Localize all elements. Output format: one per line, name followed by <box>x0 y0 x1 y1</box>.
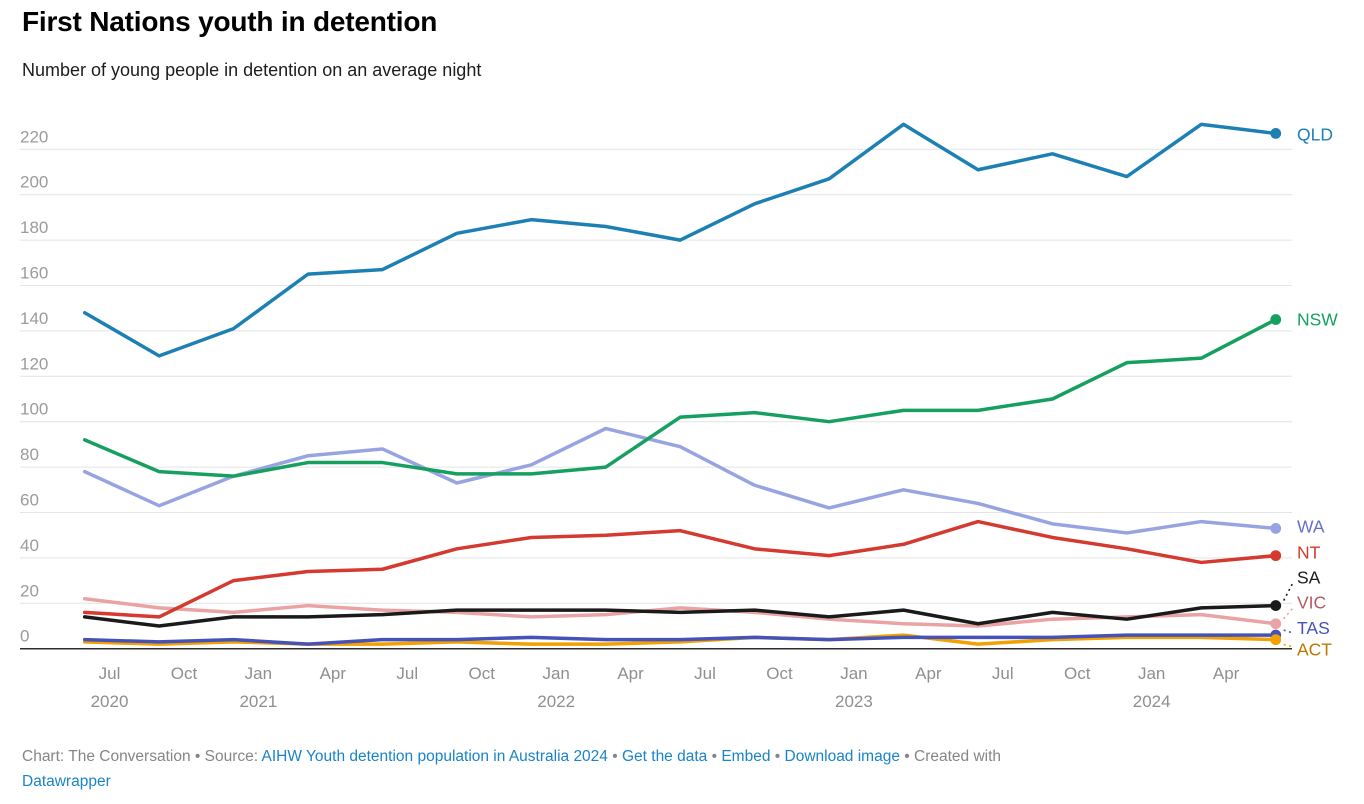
y-tick-label: 220 <box>20 127 48 146</box>
series-dot-SA <box>1270 600 1282 611</box>
x-tick-month-label: Jul <box>992 664 1014 683</box>
x-tick-month-label: Apr <box>915 664 942 683</box>
x-tick-month-label: Jan <box>542 664 569 683</box>
series-line-SA <box>82 603 1278 628</box>
series-label-VIC: VIC <box>1297 593 1326 613</box>
series-line-TAS <box>82 633 1278 646</box>
footer-text: • <box>770 748 785 765</box>
y-tick-label: 160 <box>20 264 48 283</box>
y-tick-label: 40 <box>20 536 39 555</box>
y-tick-label: 20 <box>20 581 39 600</box>
footer-text: Chart: The Conversation • Source: <box>22 748 262 765</box>
series-label-TAS: TAS <box>1297 618 1330 638</box>
footer-link-get-the-data[interactable]: Get the data <box>621 748 708 765</box>
x-tick-month-label: Apr <box>617 664 644 683</box>
series-dot-WA <box>1270 522 1282 534</box>
footer-link-download-image[interactable]: Download image <box>784 748 900 765</box>
series-dot-QLD <box>1270 128 1282 139</box>
footer-line: Chart: The Conversation • Source: AIHW Y… <box>22 744 1282 769</box>
series-line-VIC <box>82 597 1278 628</box>
x-tick-year-label: 2020 <box>91 692 129 711</box>
y-tick-label: 0 <box>20 627 29 646</box>
y-tick-label: 60 <box>20 491 39 510</box>
x-tick-month-label: Jan <box>1138 664 1165 683</box>
x-tick-month-label: Oct <box>766 664 793 683</box>
series-dot-NSW <box>1270 314 1282 325</box>
series-dot-ACT <box>1270 634 1282 646</box>
x-tick-month-label: Oct <box>171 664 198 683</box>
series-dot-NT <box>1270 550 1282 562</box>
chart-title: First Nations youth in detention <box>22 6 438 37</box>
footer-text: • <box>707 748 722 765</box>
footer-line: Datawrapper <box>22 769 1282 794</box>
chart-subtitle: Number of young people in detention on a… <box>22 60 482 80</box>
y-tick-label: 140 <box>20 309 48 328</box>
x-tick-month-label: Apr <box>1213 664 1240 683</box>
series-line-NSW <box>82 317 1278 478</box>
series-label-ACT: ACT <box>1297 640 1332 660</box>
series-leader-VIC <box>1283 607 1294 620</box>
series-label-SA: SA <box>1297 568 1321 588</box>
x-tick-month-label: Oct <box>1064 664 1091 683</box>
series-line-WA <box>82 426 1278 535</box>
x-tick-month-label: Jul <box>99 664 121 683</box>
footer-text: • Created with <box>899 748 1002 765</box>
x-tick-year-label: 2022 <box>537 692 575 711</box>
series-label-WA: WA <box>1297 516 1325 536</box>
series-label-NT: NT <box>1297 543 1321 563</box>
y-tick-label: 180 <box>20 218 48 237</box>
series-line-NT <box>82 519 1278 619</box>
x-tick-month-label: Jan <box>245 664 272 683</box>
series-dot-VIC <box>1270 618 1282 630</box>
x-tick-year-label: 2023 <box>835 692 873 711</box>
footer-link-embed[interactable]: Embed <box>721 748 771 765</box>
x-tick-year-label: 2021 <box>239 692 277 711</box>
x-tick-year-label: 2024 <box>1133 692 1171 711</box>
y-tick-label: 80 <box>20 445 39 464</box>
x-tick-month-label: Oct <box>468 664 495 683</box>
x-tick-month-label: Jul <box>396 664 418 683</box>
series-label-NSW: NSW <box>1297 310 1338 330</box>
y-tick-label: 100 <box>20 400 48 419</box>
x-tick-month-label: Jan <box>840 664 867 683</box>
line-chart: 0 20 40 60 80 100 120 140 160 180 200 220 Jul 2020 Oct… <box>20 122 1338 711</box>
footer-link-datawrapper[interactable]: Datawrapper <box>22 773 111 790</box>
y-tick-label: 200 <box>20 173 48 192</box>
series-leader-TAS <box>1283 629 1294 634</box>
x-tick-month-label: Apr <box>320 664 347 683</box>
series-line-QLD <box>82 122 1278 358</box>
y-tick-label: 120 <box>20 354 48 373</box>
x-tick-month-label: Jul <box>694 664 716 683</box>
footer-text: • <box>607 748 622 765</box>
series-leader-ACT <box>1283 643 1294 648</box>
series-label-QLD: QLD <box>1297 124 1333 144</box>
footer: Chart: The Conversation • Source: AIHW Y… <box>22 744 1282 794</box>
series-leader-SA <box>1283 582 1294 601</box>
footer-link-source[interactable]: AIHW Youth detention population in Austr… <box>261 748 608 765</box>
